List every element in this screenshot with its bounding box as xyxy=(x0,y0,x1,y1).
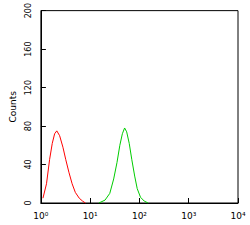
svg-text:160: 160 xyxy=(24,41,33,56)
svg-text:10³: 10³ xyxy=(181,211,196,221)
svg-text:Counts: Counts xyxy=(8,91,18,123)
svg-text:10¹: 10¹ xyxy=(83,211,98,221)
svg-text:120: 120 xyxy=(24,80,33,95)
svg-text:10²: 10² xyxy=(132,211,147,221)
svg-text:0: 0 xyxy=(24,200,33,205)
svg-text:10⁰: 10⁰ xyxy=(33,211,48,221)
svg-text:10⁴: 10⁴ xyxy=(230,211,245,221)
svg-text:40: 40 xyxy=(24,159,33,169)
svg-text:200: 200 xyxy=(24,3,33,18)
svg-text:80: 80 xyxy=(24,121,33,131)
